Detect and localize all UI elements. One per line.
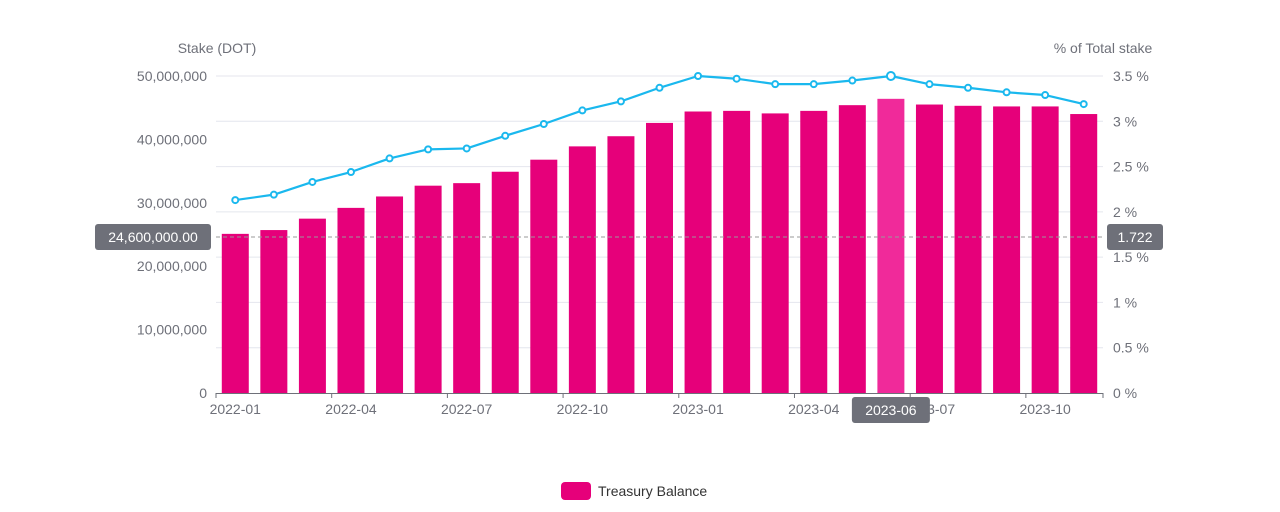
tooltip-layer: 24,600,000.00 1.722 2023-06 [95, 224, 1163, 423]
bar [607, 136, 635, 394]
bar [838, 105, 866, 393]
bar [646, 122, 673, 393]
line-point [462, 144, 471, 153]
bar [723, 110, 751, 394]
tooltip-right-label: 1.722 [1117, 229, 1152, 245]
line-point [616, 97, 625, 106]
x-tick-label: 2022-07 [441, 401, 493, 417]
y-left-tick-label: 0 [199, 385, 207, 401]
x-tick-label: 2022-01 [210, 401, 262, 417]
line-point [346, 168, 355, 177]
y-right-tick-label: 3.5 % [1113, 68, 1149, 84]
y-left-tick-label: 10,000,000 [137, 322, 207, 338]
x-tick-label: 2023-04 [788, 401, 840, 417]
y-right-tick-label: 2.5 % [1113, 159, 1149, 175]
bar [376, 196, 404, 393]
bar [915, 104, 943, 393]
bar [800, 110, 828, 394]
x-tick-label: 2023-10 [1019, 401, 1071, 417]
line-point [809, 80, 818, 89]
bar [1031, 106, 1059, 393]
legend-layer: Treasury Balance [561, 482, 707, 500]
axis-layer: 2022-01 2022-04 2022-07 2022-10 2023-01 2023-… [137, 40, 1153, 417]
y-right-tick-label: 0 % [1113, 385, 1137, 401]
y-left-tick-label: 20,000,000 [137, 258, 207, 274]
y-left-tick-label: 30,000,000 [137, 195, 207, 211]
bar [337, 207, 365, 393]
bar [954, 105, 982, 393]
tooltip-x-label-bg [851, 397, 930, 423]
line-point [771, 80, 780, 89]
bar [761, 113, 789, 393]
tooltip-left-label-bg [95, 224, 211, 251]
line-point [964, 83, 973, 92]
y-right-tick-label: 3 % [1113, 113, 1137, 129]
line-layer [231, 71, 1088, 205]
bar [530, 159, 558, 393]
bar [298, 218, 326, 393]
y-left-tick-label: 50,000,000 [137, 68, 207, 84]
line-point [732, 74, 741, 83]
line-point [655, 83, 664, 92]
bars-layer [221, 98, 1098, 394]
x-tick-label: 2022-10 [557, 401, 609, 417]
tooltip-left-label: 24,600,000.00 [108, 229, 198, 245]
bar [491, 171, 519, 393]
line-point [848, 76, 857, 85]
bar [453, 183, 481, 393]
bar [568, 146, 596, 393]
bar [221, 233, 249, 393]
tooltip-right-label-bg [1107, 224, 1163, 251]
line-point [424, 145, 433, 154]
line-point [1002, 88, 1011, 97]
tooltip-x-label: 2023-06 [865, 402, 917, 418]
y-left-axis-title: Stake (DOT) [178, 40, 257, 56]
line-point [385, 154, 394, 163]
line-point [694, 72, 703, 80]
bar [877, 98, 905, 393]
y-right-tick-label: 1 % [1113, 294, 1137, 310]
x-tick-label: 2022-04 [325, 401, 377, 417]
line-point [539, 120, 548, 129]
line-point [308, 177, 317, 186]
line-point [885, 71, 896, 81]
bar [993, 106, 1021, 393]
y-right-tick-label: 1.5 % [1113, 249, 1149, 265]
legend-label: Treasury Balance [598, 483, 707, 499]
line-point [925, 80, 934, 89]
x-tick-label: 2023-01 [672, 401, 724, 417]
y-right-axis-title: % of Total stake [1054, 40, 1153, 56]
bar [414, 185, 442, 393]
bar [1070, 114, 1098, 393]
line-point [1079, 100, 1088, 109]
line-point [1041, 91, 1050, 100]
y-left-tick-label: 40,000,000 [137, 131, 207, 147]
line-point [578, 106, 587, 115]
y-right-tick-label: 2 % [1113, 204, 1137, 220]
y-right-tick-label: 0.5 % [1113, 340, 1149, 356]
bar [260, 230, 288, 393]
line-point [501, 131, 510, 140]
line-point [269, 190, 278, 199]
bar [684, 111, 712, 393]
legend-swatch [561, 482, 591, 500]
line-point [231, 196, 240, 205]
